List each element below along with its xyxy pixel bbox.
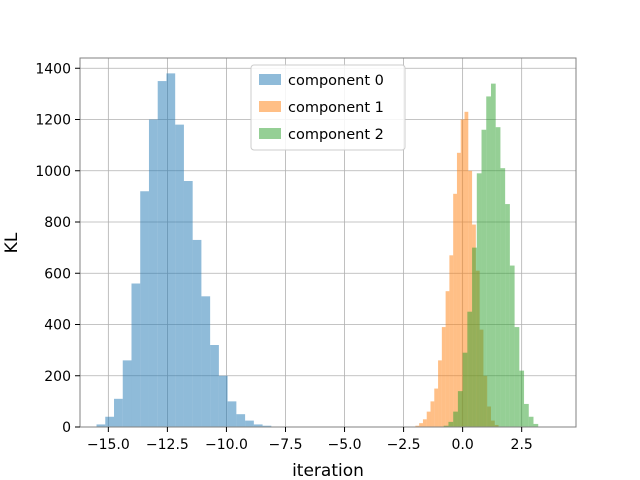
- x-axis-ticks: −15.0 −12.5 −10.0 −7.5 −5.0 −2.5 0.0 2.5: [87, 427, 533, 453]
- histogram-bar: [495, 127, 501, 427]
- y-tick-label: 1000: [35, 164, 71, 180]
- legend-swatch: [259, 128, 281, 139]
- histogram-bar: [175, 124, 184, 427]
- legend-swatch: [259, 101, 281, 112]
- y-axis-label: KL: [2, 232, 22, 253]
- y-axis-ticks: 0 200 400 600 800 1000 1200 1400: [35, 61, 80, 436]
- histogram-bar: [467, 311, 473, 427]
- histogram-bar: [448, 421, 454, 427]
- series-2-bars: [443, 83, 539, 427]
- histogram-bar: [519, 370, 525, 427]
- y-tick-label: 0: [62, 420, 71, 436]
- legend-label: component 1: [288, 100, 384, 116]
- histogram-bar: [122, 360, 132, 427]
- y-tick-label: 600: [44, 266, 71, 282]
- legend-swatch: [259, 74, 281, 85]
- legend-frame: [250, 64, 406, 151]
- histogram-bar: [472, 247, 477, 427]
- histogram-bar: [253, 424, 263, 427]
- histogram-bar: [218, 375, 228, 427]
- histogram-bar: [460, 119, 465, 427]
- histogram-bar: [457, 391, 463, 427]
- x-tick-label: −10.0: [205, 437, 248, 453]
- y-tick-label: 200: [44, 369, 71, 385]
- histogram-bar: [166, 73, 176, 427]
- histogram-bars: [96, 73, 539, 427]
- histogram-bar: [438, 360, 442, 427]
- y-tick-label: 1400: [35, 61, 71, 77]
- histogram-bar: [500, 168, 506, 427]
- histogram-bar: [227, 401, 237, 427]
- legend-label: component 0: [288, 73, 384, 89]
- histogram-bar: [210, 345, 219, 427]
- histogram-bar: [464, 111, 469, 427]
- histogram-bar: [441, 327, 446, 427]
- histogram-bar: [456, 152, 461, 427]
- histogram-bar: [236, 414, 246, 427]
- histogram-bar: [445, 291, 450, 427]
- x-tick-label: 2.5: [511, 437, 533, 453]
- histogram-bar: [533, 423, 539, 427]
- x-tick-label: 0.0: [451, 437, 473, 453]
- x-axis-label: iteration: [292, 461, 364, 480]
- y-tick-label: 400: [44, 318, 71, 334]
- y-tick-label: 800: [44, 215, 71, 231]
- histogram-bar: [419, 423, 423, 427]
- histogram-bar: [449, 255, 454, 427]
- x-tick-label: −5.0: [328, 437, 362, 453]
- legend-label: component 2: [288, 127, 384, 143]
- series-0-bars: [96, 73, 272, 427]
- histogram-bar: [528, 416, 534, 427]
- histogram-bar: [481, 129, 487, 427]
- histogram-bar: [453, 193, 457, 427]
- histogram-bar: [430, 401, 435, 427]
- x-tick-label: −2.5: [387, 437, 421, 453]
- histogram-bar: [486, 96, 491, 427]
- x-tick-label: −12.5: [146, 437, 189, 453]
- histogram-bar: [462, 352, 468, 427]
- histogram-bar: [468, 170, 473, 427]
- histogram-bar: [114, 398, 123, 427]
- histogram-bar: [490, 83, 496, 427]
- histogram-bar: [148, 119, 158, 427]
- histogram-bar: [509, 265, 515, 427]
- histogram-bar: [453, 411, 458, 427]
- legend: component 0 component 1 component 2: [250, 64, 406, 151]
- histogram-bar: [262, 425, 272, 427]
- histogram-bar: [514, 327, 520, 427]
- histogram-bar: [192, 239, 202, 427]
- histogram-bar: [245, 420, 254, 427]
- histogram-bar: [422, 419, 427, 427]
- histogram-bar: [524, 403, 529, 427]
- histogram-bar: [183, 181, 193, 427]
- histogram-bar: [105, 416, 115, 427]
- x-tick-label: −15.0: [87, 437, 130, 453]
- x-tick-label: −7.5: [268, 437, 302, 453]
- histogram-bar: [505, 204, 510, 427]
- histogram-bar: [443, 425, 449, 427]
- histogram-bar: [140, 191, 149, 427]
- histogram-bar: [96, 424, 106, 427]
- histogram-bar: [201, 296, 211, 427]
- histogram-bar: [415, 425, 420, 427]
- histogram-bar: [476, 173, 482, 427]
- histogram-bar: [157, 81, 167, 427]
- histogram-bar: [426, 411, 431, 427]
- y-tick-label: 1200: [35, 113, 71, 129]
- histogram-bar: [131, 283, 141, 427]
- axes-frame: [79, 57, 577, 428]
- histogram-bar: [434, 388, 439, 427]
